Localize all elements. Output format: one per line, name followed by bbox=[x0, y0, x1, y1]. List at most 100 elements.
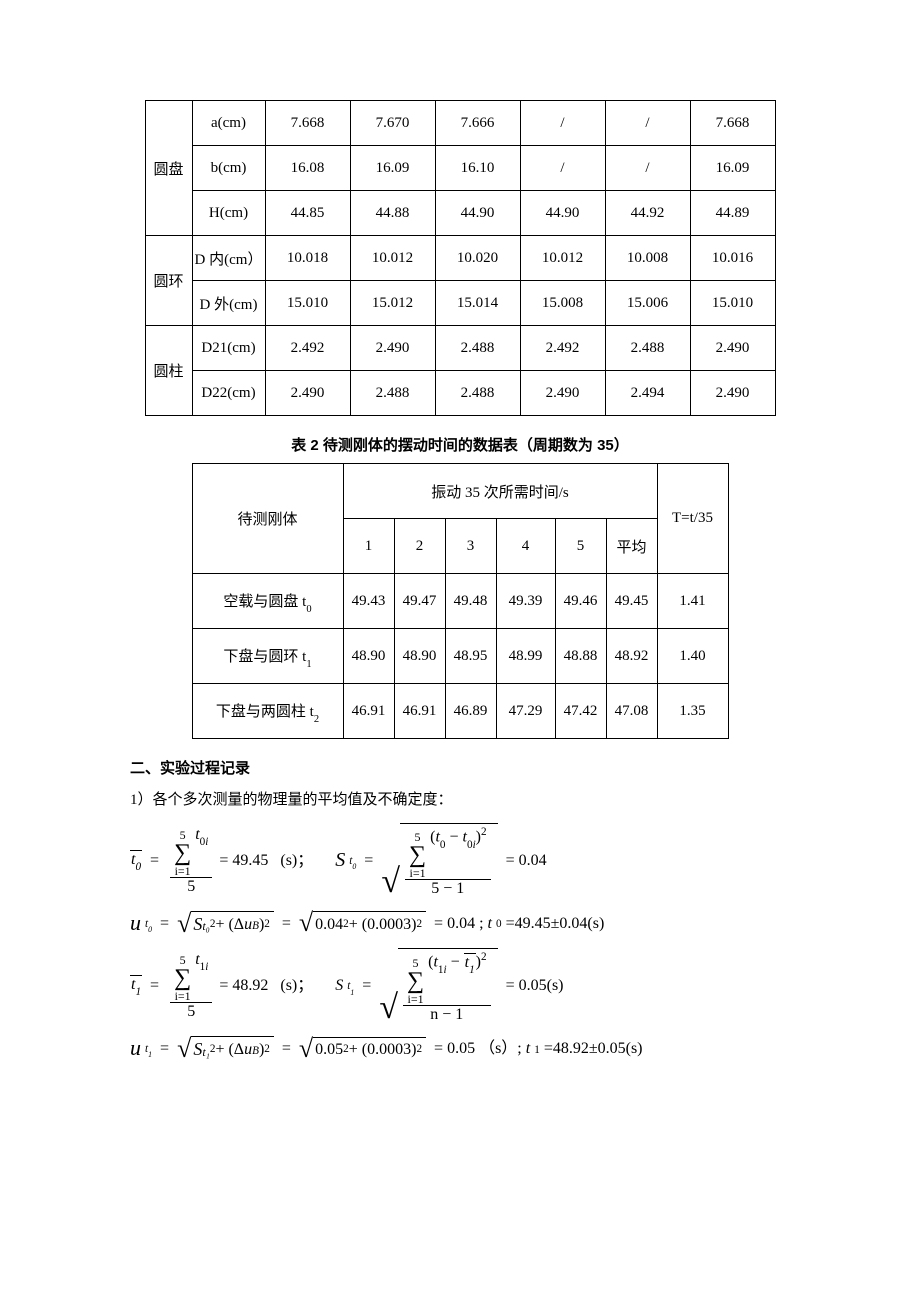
table-row: b(cm)16.0816.0916.10//16.09 bbox=[145, 146, 775, 191]
col-head: 1 bbox=[343, 519, 394, 574]
data-cell: 2.492 bbox=[265, 326, 350, 371]
table-dimensions: 圆盘a(cm)7.6687.6707.666//7.668b(cm)16.081… bbox=[145, 100, 776, 416]
col-head: 5 bbox=[555, 519, 606, 574]
data-cell: 49.45 bbox=[606, 574, 657, 629]
data-cell: 47.08 bbox=[606, 684, 657, 739]
data-cell: 46.89 bbox=[445, 684, 496, 739]
t-cell: 1.41 bbox=[657, 574, 728, 629]
table-row: H(cm)44.8544.8844.9044.9044.9244.89 bbox=[145, 191, 775, 236]
col-head: 平均 bbox=[606, 519, 657, 574]
data-cell: / bbox=[605, 101, 690, 146]
paragraph-intro: 1）各个多次测量的物理量的平均值及不确定度： bbox=[130, 788, 790, 809]
data-cell: 44.90 bbox=[520, 191, 605, 236]
data-cell: 15.014 bbox=[435, 281, 520, 326]
data-cell: 10.008 bbox=[605, 236, 690, 281]
data-cell: / bbox=[520, 146, 605, 191]
table-row: 圆柱D21(cm)2.4922.4902.4882.4922.4882.490 bbox=[145, 326, 775, 371]
data-cell: 2.490 bbox=[265, 371, 350, 416]
head-left: 待测刚体 bbox=[192, 464, 343, 574]
param-label: H(cm) bbox=[192, 191, 265, 236]
col-head: 3 bbox=[445, 519, 496, 574]
data-cell: 2.488 bbox=[435, 326, 520, 371]
t-cell: 1.35 bbox=[657, 684, 728, 739]
data-cell: 16.08 bbox=[265, 146, 350, 191]
equation-u-t1: ut1 = √ St₁2 + (ΔuB)2 = √ 0.052 + (0.000… bbox=[130, 1035, 790, 1061]
data-cell: 48.95 bbox=[445, 629, 496, 684]
data-cell: 10.016 bbox=[690, 236, 775, 281]
param-label: D 外(cm) bbox=[192, 281, 265, 326]
data-cell: 15.012 bbox=[350, 281, 435, 326]
param-label: D 内(cm） bbox=[192, 236, 265, 281]
equation-t1-mean-std: t1 = 5∑i=1 t1i 5 = 48.92 (s)； St1 = √ 5∑… bbox=[130, 948, 790, 1023]
data-cell: 2.490 bbox=[690, 371, 775, 416]
param-label: D21(cm) bbox=[192, 326, 265, 371]
table-row: 下盘与两圆柱 t246.9146.9146.8947.2947.4247.081… bbox=[192, 684, 728, 739]
group-label: 圆环 bbox=[145, 236, 192, 326]
data-cell: 47.29 bbox=[496, 684, 555, 739]
col-head: 2 bbox=[394, 519, 445, 574]
data-cell: 15.010 bbox=[265, 281, 350, 326]
t-cell: 1.40 bbox=[657, 629, 728, 684]
equation-u-t0: ut0 = √ St₀2 + (ΔuB)2 = √ 0.042 + (0.000… bbox=[130, 910, 790, 936]
data-cell: 7.668 bbox=[265, 101, 350, 146]
group-label: 圆柱 bbox=[145, 326, 192, 416]
param-label: D22(cm) bbox=[192, 371, 265, 416]
data-cell: 7.666 bbox=[435, 101, 520, 146]
data-cell: 10.012 bbox=[350, 236, 435, 281]
data-cell: 44.85 bbox=[265, 191, 350, 236]
group-label: 圆盘 bbox=[145, 101, 192, 236]
data-cell: 47.42 bbox=[555, 684, 606, 739]
equation-t0-mean-std: t0 = 5∑i=1 t0i 5 = 49.45 (s)； St0 = √ 5∑… bbox=[130, 823, 790, 898]
data-cell: 10.020 bbox=[435, 236, 520, 281]
table-row: 空载与圆盘 t049.4349.4749.4849.3949.4649.451.… bbox=[192, 574, 728, 629]
table-row: D 外(cm)15.01015.01215.01415.00815.00615.… bbox=[145, 281, 775, 326]
data-cell: 16.09 bbox=[690, 146, 775, 191]
data-cell: 49.46 bbox=[555, 574, 606, 629]
data-cell: 48.88 bbox=[555, 629, 606, 684]
data-cell: 2.490 bbox=[690, 326, 775, 371]
col-head: 4 bbox=[496, 519, 555, 574]
row-label: 下盘与圆环 t1 bbox=[192, 629, 343, 684]
head-t: T=t/35 bbox=[657, 464, 728, 574]
head-span: 振动 35 次所需时间/s bbox=[343, 464, 657, 519]
data-cell: 2.494 bbox=[605, 371, 690, 416]
data-cell: 44.88 bbox=[350, 191, 435, 236]
data-cell: 49.48 bbox=[445, 574, 496, 629]
data-cell: 10.018 bbox=[265, 236, 350, 281]
data-cell: / bbox=[605, 146, 690, 191]
data-cell: 49.39 bbox=[496, 574, 555, 629]
param-label: b(cm) bbox=[192, 146, 265, 191]
table-row: 圆环D 内(cm）10.01810.01210.02010.01210.0081… bbox=[145, 236, 775, 281]
data-cell: 15.008 bbox=[520, 281, 605, 326]
row-label: 下盘与两圆柱 t2 bbox=[192, 684, 343, 739]
data-cell: 7.668 bbox=[690, 101, 775, 146]
data-cell: 49.47 bbox=[394, 574, 445, 629]
data-cell: 48.90 bbox=[343, 629, 394, 684]
data-cell: 44.90 bbox=[435, 191, 520, 236]
data-cell: 49.43 bbox=[343, 574, 394, 629]
data-cell: 48.90 bbox=[394, 629, 445, 684]
table-row: D22(cm)2.4902.4882.4882.4902.4942.490 bbox=[145, 371, 775, 416]
table-row: 圆盘a(cm)7.6687.6707.666//7.668 bbox=[145, 101, 775, 146]
data-cell: 7.670 bbox=[350, 101, 435, 146]
table2-caption: 表 2 待测刚体的摆动时间的数据表（周期数为 35） bbox=[130, 434, 790, 455]
data-cell: 15.010 bbox=[690, 281, 775, 326]
param-label: a(cm) bbox=[192, 101, 265, 146]
data-cell: 2.488 bbox=[350, 371, 435, 416]
data-cell: 2.492 bbox=[520, 326, 605, 371]
data-cell: / bbox=[520, 101, 605, 146]
data-cell: 15.006 bbox=[605, 281, 690, 326]
data-cell: 2.490 bbox=[520, 371, 605, 416]
data-cell: 2.488 bbox=[435, 371, 520, 416]
table-row: 下盘与圆环 t148.9048.9048.9548.9948.8848.921.… bbox=[192, 629, 728, 684]
data-cell: 48.92 bbox=[606, 629, 657, 684]
data-cell: 44.92 bbox=[605, 191, 690, 236]
data-cell: 44.89 bbox=[690, 191, 775, 236]
data-cell: 46.91 bbox=[394, 684, 445, 739]
data-cell: 2.490 bbox=[350, 326, 435, 371]
table-oscillation-times: 待测刚体振动 35 次所需时间/sT=t/3512345平均空载与圆盘 t049… bbox=[192, 463, 729, 739]
row-label: 空载与圆盘 t0 bbox=[192, 574, 343, 629]
data-cell: 2.488 bbox=[605, 326, 690, 371]
data-cell: 16.10 bbox=[435, 146, 520, 191]
data-cell: 48.99 bbox=[496, 629, 555, 684]
